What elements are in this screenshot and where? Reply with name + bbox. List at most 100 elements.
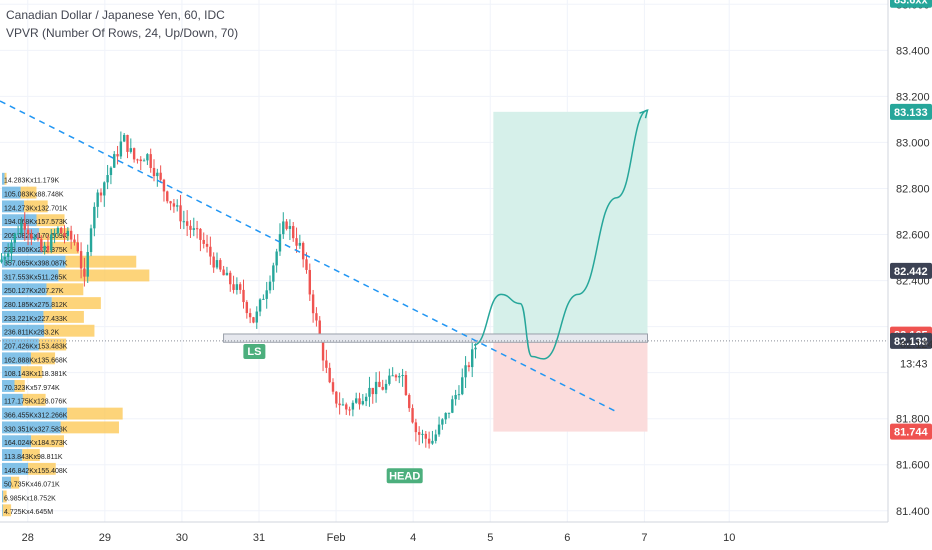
candle-body: [282, 221, 285, 235]
candle-body: [437, 424, 441, 435]
candle-body: [421, 433, 424, 435]
time-tick-label: 10: [723, 532, 735, 544]
pattern-label-text: LS: [247, 346, 261, 358]
volume-bar-up: [2, 255, 66, 268]
price-tick-label: 82.800: [896, 183, 930, 195]
candle-body: [96, 192, 99, 207]
candle-body: [86, 252, 89, 277]
volume-bar-down: [42, 241, 79, 254]
indicator-title[interactable]: VPVR (Number Of Rows, 24, Up/Down, 70): [6, 26, 239, 40]
candle-body: [338, 403, 341, 406]
candle-body: [73, 239, 76, 243]
candle-body: [341, 404, 345, 406]
candle-body: [66, 230, 70, 236]
price-tag-label: 83.133: [894, 107, 928, 119]
candle-body: [364, 396, 368, 402]
neckline-zone: [223, 333, 649, 343]
candle-body: [23, 222, 26, 230]
candle-body: [235, 284, 239, 290]
volume-bar-down: [28, 462, 56, 475]
volume-label: 357.065Kx398.087K: [4, 261, 68, 268]
volume-bar-down: [2, 504, 12, 517]
volume-bar-down: [43, 310, 84, 323]
price-tick-label: 81.400: [896, 506, 930, 518]
candle-body: [156, 172, 159, 177]
candle-body: [248, 313, 252, 318]
candle-body: [189, 225, 192, 230]
price-tag: [890, 0, 932, 8]
candle-body: [43, 245, 46, 251]
candle-body: [311, 294, 315, 314]
volume-bar-up: [2, 228, 40, 240]
candle-body: [225, 272, 229, 276]
volume-bar-down: [4, 172, 7, 185]
candle-body: [209, 246, 212, 257]
volume-bar-up: [2, 352, 31, 365]
volume-bar-up: [2, 297, 52, 310]
candle-body: [205, 243, 209, 247]
candle-body: [172, 203, 176, 207]
candle-body: [30, 234, 33, 239]
candle-body: [348, 409, 351, 411]
candle-body: [298, 242, 302, 246]
candle-body: [378, 381, 381, 387]
volume-bar-down: [65, 255, 137, 268]
target-zone: [493, 111, 648, 335]
candle-body: [162, 179, 166, 192]
candle-body: [414, 422, 418, 433]
candle-body: [136, 159, 139, 161]
candle-body: [292, 226, 295, 239]
candle-body: [212, 256, 215, 268]
candle-body: [295, 238, 298, 246]
candle-body: [16, 233, 20, 235]
candle-body: [202, 239, 205, 244]
volume-label: 4.725Kx4.645M: [4, 509, 53, 516]
candle-body: [305, 259, 308, 270]
volume-bar-down: [20, 186, 37, 199]
candle-body: [63, 233, 66, 236]
candle-body: [179, 205, 182, 222]
drawings[interactable]: LS HEAD: [0, 100, 888, 484]
time-tick-label: 29: [99, 532, 111, 544]
candle-body: [159, 172, 162, 180]
candle-body: [60, 227, 63, 234]
symbol-title[interactable]: Canadian Dollar / Japanese Yen, 60, IDC: [6, 8, 225, 22]
candle-body: [185, 221, 189, 226]
volume-label: 317.553Kx511.265K: [4, 274, 67, 281]
volume-bar-down: [21, 366, 43, 379]
candle-body: [408, 394, 411, 409]
time-tick-label: 6: [564, 532, 570, 544]
candles: [0, 131, 477, 449]
volume-bar-up: [2, 241, 43, 254]
candle-body: [345, 404, 348, 410]
price-tick-label: 81.800: [896, 414, 930, 426]
price-tag: [890, 103, 932, 120]
time-tick-label: 4: [410, 532, 416, 544]
candle-body: [424, 433, 428, 439]
candle-body: [355, 398, 358, 403]
candle-body: [176, 205, 179, 207]
candle-body: [371, 387, 374, 395]
candle-body: [471, 349, 474, 368]
volume-bar-down: [38, 338, 67, 351]
volume-bar-up: [2, 449, 23, 461]
position-zones: [493, 111, 648, 432]
pattern-label: [243, 343, 266, 359]
candle-body: [431, 440, 434, 444]
price-tick-label: 83.400: [896, 45, 930, 57]
volume-label: 207.426Kx153.483K: [4, 343, 68, 350]
volume-bar-down: [44, 324, 95, 337]
candle-body: [99, 192, 103, 196]
volume-bar-up: [2, 421, 61, 434]
time-tick-label: 28: [22, 532, 34, 544]
candle-body: [182, 221, 186, 223]
candle-body: [129, 148, 133, 152]
candle-body: [427, 438, 431, 444]
volume-bar-up: [2, 338, 39, 351]
volume-bar-up: [2, 366, 22, 379]
volume-bar-down: [3, 490, 7, 503]
candle-body: [265, 290, 268, 299]
candle-body: [441, 419, 444, 425]
candle-body: [262, 298, 265, 300]
